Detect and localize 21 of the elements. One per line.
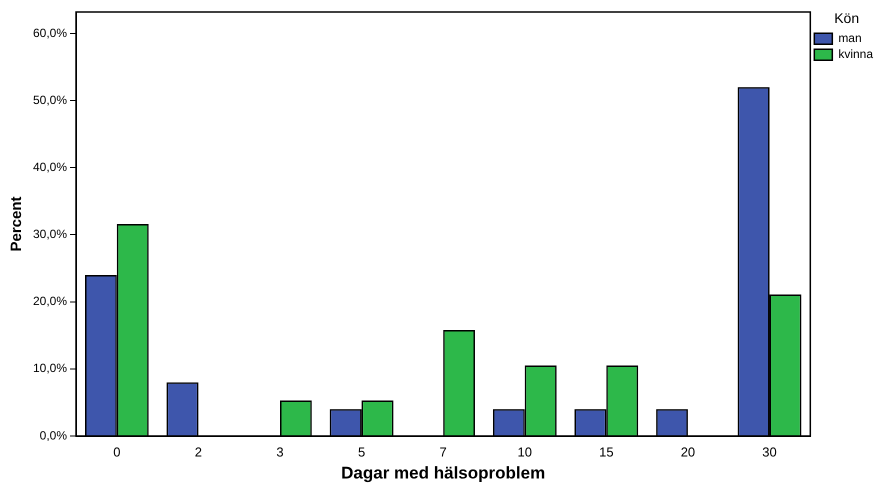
legend-label: kvinna	[838, 47, 874, 62]
y-tick-label: 10,0%	[32, 361, 68, 376]
legend-label: man	[838, 31, 862, 46]
y-tick-label: 40,0%	[32, 160, 68, 174]
y-axis-title: Percent	[8, 196, 26, 252]
x-tick-label: 20	[680, 444, 696, 460]
x-tick-label: 5	[358, 444, 366, 460]
x-tick-label: 30	[762, 444, 777, 460]
x-tick-label: 10	[518, 444, 532, 460]
y-tick-label: 20,0%	[32, 294, 68, 308]
y-tick-label: 50,0%	[32, 92, 68, 107]
legend-title: Kön	[834, 10, 860, 26]
y-tick-label: 30,0%	[32, 227, 68, 242]
x-tick-label: 7	[440, 444, 447, 460]
x-tick-label: 2	[194, 444, 202, 460]
x-tick-label: 15	[599, 444, 614, 460]
x-axis-title: Dagar med hälsoproblem	[341, 463, 546, 482]
y-tick-label: 0,0%	[40, 428, 68, 442]
y-tick-label: 60,0%	[32, 26, 68, 40]
x-tick-label: 0	[113, 444, 120, 460]
x-tick-label: 3	[276, 444, 284, 460]
